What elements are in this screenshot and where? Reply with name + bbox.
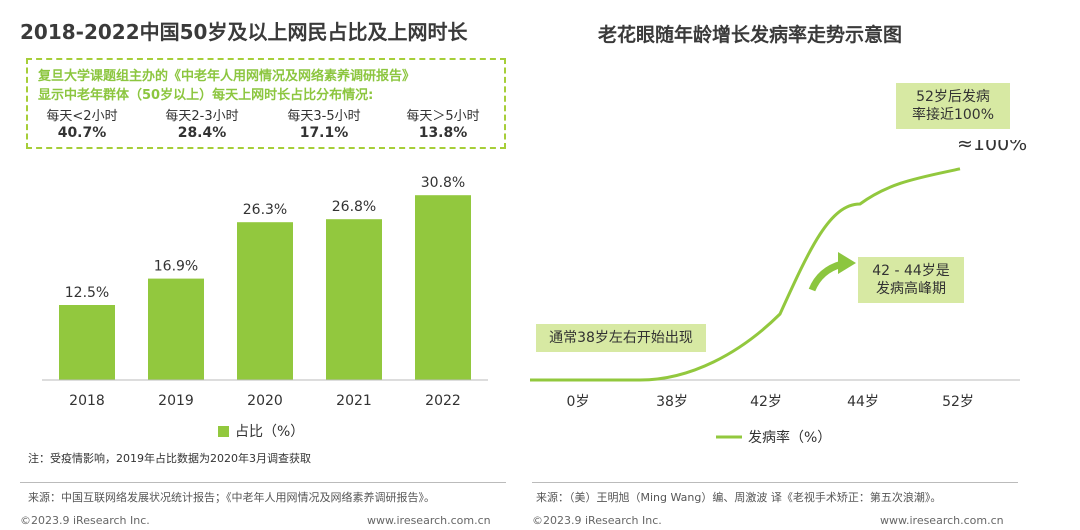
line-x-tick-label: 52岁 [942,394,974,410]
bar-category-label: 2021 [336,393,372,409]
stat-value: 40.7% [57,125,107,141]
bar [415,195,471,380]
curved-arrow-icon [808,260,844,292]
line-legend-label: 发病率（%） [748,429,831,446]
peak-callout-line1: 42 - 44岁是 [872,263,950,279]
right-website: www.iresearch.com.cn [880,514,1004,527]
stat-label: 每天<2小时 [46,109,118,124]
end-callout: 52岁后发病 率接近100% [896,83,1010,129]
incidence-curve [530,167,961,382]
bar-legend-swatch [218,426,229,437]
right-copyright: ©2023.9 iResearch Inc. [532,514,662,527]
right-footer-divider [532,482,1018,483]
bar-category-label: 2022 [425,393,461,409]
stat-item: 每天2-3小时 28.4% [142,105,262,141]
line-chart: 0岁 38岁 42岁 44岁 52岁 ≈100% 发病率（%） [530,140,1027,446]
stat-label: 每天＞5小时 [406,109,480,124]
left-source: 来源：中国互联网络发展状况统计报告；《中老年人用网情况及网络素养调研报告》。 [28,491,435,504]
left-chart-title: 2018-2022中国50岁及以上网民占比及上网时长 [20,20,468,44]
right-chart-title: 老花眼随年龄增长发病率走势示意图 [598,24,903,46]
bar-value-label: 12.5% [65,285,109,301]
line-x-tick-label: 44岁 [847,394,879,410]
bar-value-label: 16.9% [154,259,198,275]
peak-callout: 42 - 44岁是 发病高峰期 [858,257,964,303]
left-website: www.iresearch.com.cn [367,514,491,527]
bar-value-label: 30.8% [421,175,465,191]
end-value-label: ≈100% [957,140,1027,155]
line-x-tick-label: 38岁 [656,394,688,410]
line-x-tick-label: 0岁 [567,394,590,410]
arrow-head-icon [838,252,856,274]
stat-label: 每天3-5小时 [287,109,361,124]
stat-item: 每天3-5小时 17.1% [264,105,384,141]
info-line-2: 显示中老年群体（50岁以上）每天上网时长占比分布情况: [38,88,374,103]
end-callout-line1: 52岁后发病 [916,89,990,105]
line-x-tick-label: 42岁 [750,394,782,410]
left-footer-divider [20,482,506,483]
bar-category-label: 2018 [69,393,105,409]
bar [326,219,382,380]
peak-callout-line2: 发病高峰期 [876,281,946,297]
bar-value-label: 26.3% [243,202,287,218]
start-callout: 通常38岁左右开始出现 [536,324,706,352]
bar-chart: 12.5% 2018 16.9% 2019 26.3% 2020 26.8% 2021 30.8… [42,175,488,440]
bar-value-label: 26.8% [332,199,376,215]
stat-value: 28.4% [177,125,227,141]
chart-note: 注：受疫情影响，2019年占比数据为2020年3月调查获取 [28,452,311,465]
right-source: 来源：（美）王明旭（Ming Wang）编、周激波 译《老视手术矫正：第五次浪潮… [536,491,942,504]
stat-item: 每天<2小时 40.7% [22,105,142,141]
bar-category-label: 2019 [158,393,194,409]
stat-label: 每天2-3小时 [165,109,239,124]
left-copyright: ©2023.9 iResearch Inc. [20,514,150,527]
info-box: 复旦大学课题组主办的《中老年人用网情况及网络素养调研报告》 显示中老年群体（50… [26,58,506,149]
bar [148,278,204,380]
info-line-1: 复旦大学课题组主办的《中老年人用网情况及网络素养调研报告》 [38,69,416,84]
stat-value: 17.1% [299,125,349,141]
bar [59,305,115,380]
end-callout-line2: 率接近100% [911,107,995,123]
stat-value: 13.8% [418,125,468,141]
bar-category-label: 2020 [247,393,283,409]
bar-legend-label: 占比（%） [235,424,304,440]
bar [237,222,293,380]
stat-item: 每天＞5小时 13.8% [383,105,503,141]
